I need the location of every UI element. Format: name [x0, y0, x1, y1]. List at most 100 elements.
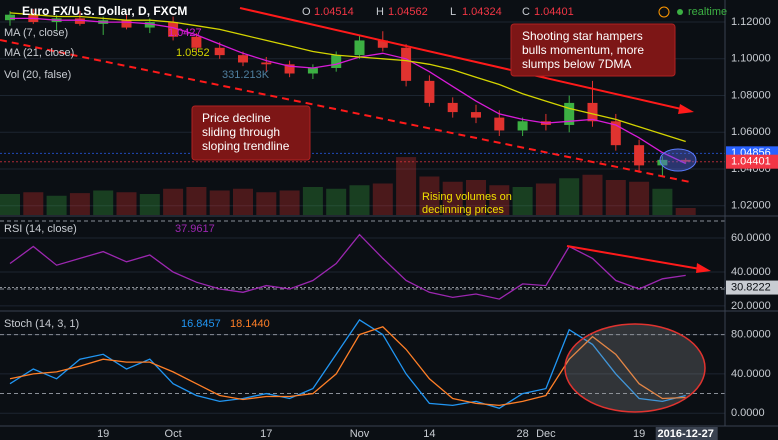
candle-body [168, 22, 179, 37]
ohlc-value: 1.04401 [534, 6, 574, 18]
highlight-ellipse [659, 148, 697, 172]
volume-bar [69, 193, 90, 215]
volume-bar [46, 195, 67, 215]
price-tag [726, 280, 778, 295]
volume-bar [582, 174, 603, 215]
volume-bar [629, 181, 650, 215]
candle-body [307, 67, 318, 74]
ohlc-key: C [522, 6, 530, 18]
indicator-line [9, 319, 686, 410]
arrow-head [696, 263, 711, 273]
legend-value: 18.1440 [230, 318, 270, 330]
legend-label[interactable]: Stoch (14, 3, 1) [4, 318, 79, 330]
volume-bar [139, 194, 160, 215]
candle-body [564, 102, 575, 125]
volume-bar [93, 190, 114, 215]
legend-label[interactable]: RSI (14, close) [4, 223, 77, 235]
candle-body [74, 18, 85, 24]
volume-bar [326, 188, 347, 215]
volume-bar [372, 183, 393, 215]
candle-body [610, 121, 621, 146]
candle-body [587, 102, 598, 122]
candle-body [517, 121, 528, 131]
x-tick-label: Dec [536, 428, 556, 440]
annotation: sloping trendline [202, 139, 290, 153]
volume-bar [23, 192, 44, 215]
volume-bar [396, 157, 417, 215]
legend-value: 1.0552 [176, 47, 210, 59]
ohlc-value: 1.04562 [388, 6, 428, 18]
x-tick-label: 19 [97, 428, 109, 440]
volume-bar [489, 185, 510, 215]
candle-body [680, 159, 691, 162]
y-tick-label: 60.0000 [731, 232, 771, 244]
candle-body [377, 40, 388, 48]
y-tick-label: 1.02000 [731, 200, 771, 212]
candle-body [331, 55, 342, 68]
volume-bar [559, 178, 580, 215]
volume-bar [233, 188, 253, 215]
volume-bar [209, 190, 230, 215]
volume-bar [675, 208, 696, 215]
status: realtime [688, 6, 727, 18]
annotation: Rising volumes on [422, 191, 512, 203]
price-tag-label: 30.8222 [731, 281, 771, 293]
volume-bar [256, 192, 277, 215]
x-tick-label: 14 [423, 428, 435, 440]
trend-line-dashed [0, 39, 691, 183]
ohlc-key: H [376, 6, 384, 18]
y-tick-label: 20.0000 [731, 300, 771, 312]
annotation: Price decline [202, 111, 271, 125]
ma-line [10, 17, 686, 165]
plot-layer [0, 9, 696, 410]
ohlc-value: 1.04514 [314, 6, 354, 18]
legend-value: 331.213K [222, 69, 270, 81]
legend-value: 16.8457 [181, 318, 221, 330]
annotation: Shooting star hampers [522, 29, 643, 43]
legend-value: 37.9617 [175, 223, 215, 235]
ohlc-value: 1.04324 [462, 6, 502, 18]
ma-line [9, 12, 686, 143]
volume-bar [419, 176, 440, 215]
candle-body [634, 145, 645, 166]
y-tick-label: 0.0000 [731, 407, 765, 419]
axis-layer: 1.020001.040001.060001.080001.100001.120… [97, 16, 778, 440]
ohlc-key: O [302, 6, 311, 18]
candle-body [401, 47, 412, 81]
x-tick-label: 28 [516, 428, 528, 440]
candle-body [447, 102, 458, 113]
legend-label[interactable]: MA (21, close) [4, 47, 74, 59]
volume-bar [652, 188, 673, 215]
volume-bar [116, 192, 137, 215]
x-tick-label: 2016-12-27 [658, 428, 714, 440]
candle-body [121, 20, 132, 28]
volume-bar [535, 183, 556, 215]
candle-body [5, 14, 15, 21]
legend-label[interactable]: Vol (20, false) [4, 69, 71, 81]
volume-bar [302, 187, 323, 215]
y-tick-label: 1.12000 [731, 16, 771, 28]
symbol[interactable]: Euro FX/U.S. Dollar, D, FXCM [22, 4, 187, 18]
annotation-box [510, 23, 676, 77]
annotation: declinning prices [422, 204, 504, 216]
y-tick-label: 80.0000 [731, 329, 771, 341]
candle-body [354, 40, 365, 56]
alert-icon[interactable] [658, 6, 670, 18]
candle-body [284, 64, 295, 74]
price-tag-label: 1.04401 [731, 156, 771, 168]
indicator-line [9, 326, 686, 407]
volume-bar [0, 194, 20, 215]
y-tick-label: 1.06000 [731, 126, 771, 138]
y-tick-label: 40.0000 [731, 266, 771, 278]
x-tick-label: 19 [633, 428, 645, 440]
candle-body [261, 62, 272, 65]
annotation-box [191, 105, 311, 161]
highlight-ellipse [564, 323, 706, 413]
volume-bar [349, 185, 370, 215]
legend-label[interactable]: MA (7, close) [4, 27, 68, 39]
annotation: slumps below 7DMA [522, 57, 631, 71]
annotation: sliding through [202, 125, 280, 139]
candle-body [214, 47, 225, 56]
legend-value: 1.0427 [168, 27, 202, 39]
